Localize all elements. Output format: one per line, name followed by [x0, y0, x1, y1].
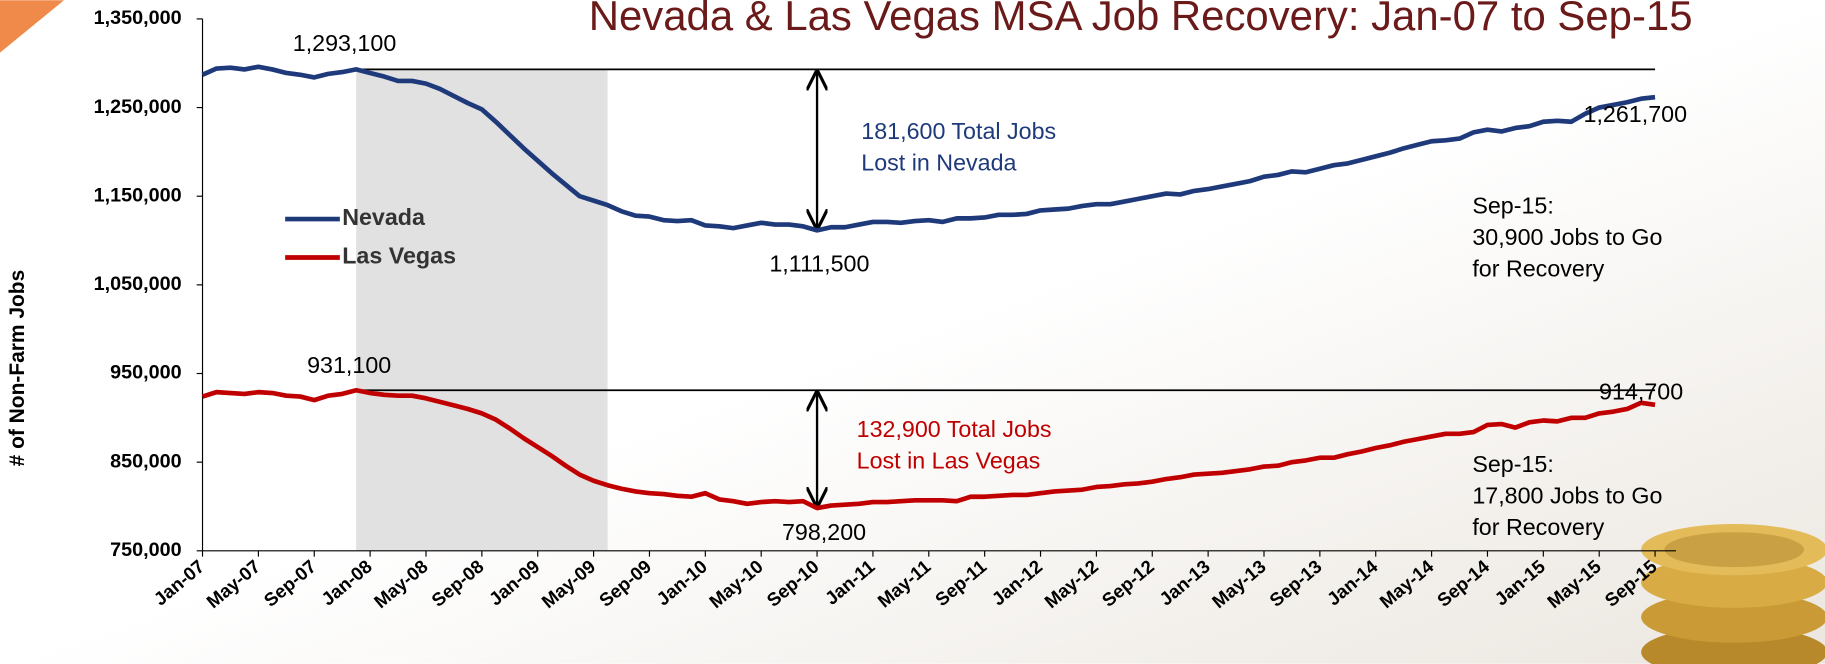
value-label: 1,261,700: [1584, 101, 1688, 127]
annotation: 181,600 Total Jobs: [861, 118, 1056, 144]
annotation: Sep-15:: [1472, 193, 1553, 219]
coins: [1641, 524, 1825, 664]
y-tick-label: 950,000: [110, 362, 181, 384]
y-tick-label: 1,050,000: [94, 273, 182, 295]
chart-title: Nevada & Las Vegas MSA Job Recovery: Jan…: [589, 0, 1693, 39]
legend-label: Nevada: [342, 204, 426, 230]
y-tick-label: 1,150,000: [94, 184, 182, 206]
legend-label: Las Vegas: [342, 243, 456, 269]
annotation: 17,800 Jobs to Go: [1472, 482, 1662, 508]
y-tick-label: 850,000: [110, 450, 181, 472]
y-axis-label: # of Non-Farm Jobs: [6, 270, 29, 467]
annotation: 30,900 Jobs to Go: [1472, 224, 1662, 250]
value-label: 1,293,100: [293, 30, 397, 56]
y-tick-label: 750,000: [110, 539, 181, 561]
value-label: 798,200: [782, 519, 866, 545]
chart: Nevada & Las Vegas MSA Job Recovery: Jan…: [0, 0, 1825, 664]
annotation: Sep-15:: [1472, 451, 1553, 477]
annotation: 132,900 Total Jobs: [857, 416, 1052, 442]
annotation: Lost in Las Vegas: [857, 447, 1041, 473]
annotation: Lost in Nevada: [861, 150, 1016, 176]
value-label: 1,111,500: [769, 250, 869, 276]
y-tick-label: 1,250,000: [94, 96, 182, 118]
annotation: for Recovery: [1472, 514, 1604, 540]
y-tick-label: 1,350,000: [94, 7, 182, 29]
annotation: for Recovery: [1472, 255, 1604, 281]
value-label: 931,100: [307, 352, 391, 378]
value-label: 914,700: [1599, 378, 1683, 404]
page: {"chart_data":{"type":"line", "title":"N…: [0, 0, 1825, 664]
recession-shading: [356, 70, 607, 551]
